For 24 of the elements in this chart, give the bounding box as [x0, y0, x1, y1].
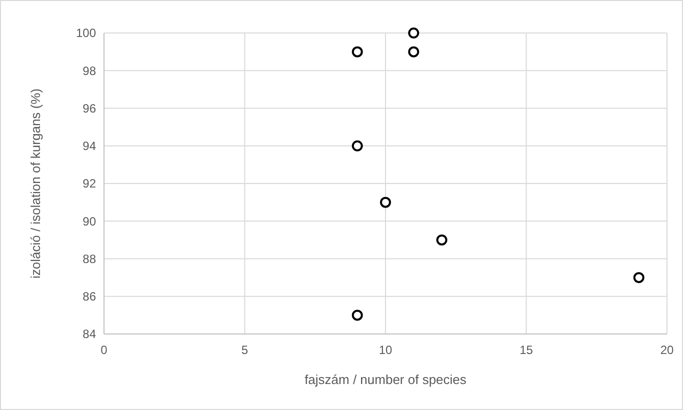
y-tick-label: 96 — [82, 101, 96, 116]
x-tick-label: 15 — [520, 343, 534, 357]
point — [352, 46, 363, 58]
y-tick-label: 92 — [82, 176, 96, 191]
y-axis-title: izoláció / isolation of kurgans (%) — [28, 88, 43, 279]
x-tick-label: 20 — [660, 343, 674, 357]
point — [408, 46, 420, 58]
x-tick-label: 0 — [100, 343, 108, 357]
point — [352, 140, 363, 152]
point — [633, 272, 644, 284]
y-tick-label: 88 — [82, 252, 96, 266]
point — [408, 28, 420, 38]
y-tick-label: 98 — [82, 64, 96, 78]
y-tick-label: 84 — [82, 327, 96, 342]
x-tick-label: 5 — [241, 343, 248, 357]
y-tick-label: 94 — [82, 139, 96, 154]
y-tick-label: 86 — [82, 290, 96, 304]
y-tick-label: 100 — [76, 26, 96, 40]
x-tick-label: 10 — [378, 343, 392, 357]
point — [436, 234, 448, 246]
y-tick-label: 90 — [82, 214, 96, 228]
point — [380, 196, 391, 208]
x-axis-title: fajszám / number of species — [304, 372, 467, 387]
point — [352, 310, 363, 321]
